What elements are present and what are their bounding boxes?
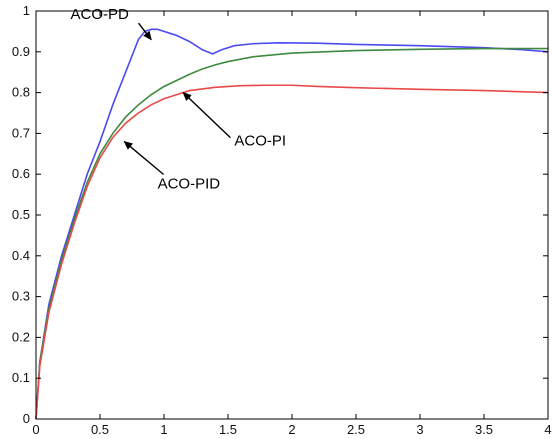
y-tick-label: 0.1 bbox=[12, 370, 30, 385]
y-tick-label: 0.9 bbox=[12, 44, 30, 59]
x-tick-label: 1.5 bbox=[219, 422, 237, 437]
x-tick-label: 3.5 bbox=[475, 422, 493, 437]
x-tick-label: 0.5 bbox=[91, 422, 109, 437]
annotation-label-aco-pd: ACO-PD bbox=[71, 6, 130, 23]
x-tick-label: 2 bbox=[288, 422, 295, 437]
annotation-arrow-aco-pid bbox=[123, 140, 165, 176]
y-tick-label: 0.7 bbox=[12, 125, 30, 140]
x-tick-label: 2.5 bbox=[347, 422, 365, 437]
annotation-label-aco-pi: ACO-PI bbox=[234, 133, 286, 150]
y-tick-label: 0 bbox=[23, 411, 30, 426]
y-tick-label: 0.6 bbox=[12, 166, 30, 181]
y-tick-label: 1 bbox=[23, 3, 30, 18]
x-tick-label: 0 bbox=[32, 422, 39, 437]
y-tick-label: 0.4 bbox=[12, 248, 30, 263]
x-tick-label: 3 bbox=[416, 422, 423, 437]
annotation-label-aco-pid: ACO-PID bbox=[158, 175, 221, 192]
annotation-arrow-aco-pi bbox=[182, 91, 231, 139]
y-tick-label: 0.2 bbox=[12, 329, 30, 344]
y-tick-label: 0.8 bbox=[12, 85, 30, 100]
series-line-aco-pid bbox=[35, 84, 549, 420]
y-tick-label: 0.3 bbox=[12, 289, 30, 304]
series-line-aco-pi bbox=[35, 47, 548, 420]
x-tick-label: 1 bbox=[160, 422, 167, 437]
x-tick-label: 4 bbox=[544, 422, 551, 437]
annotation-arrow-aco-pd bbox=[138, 22, 152, 41]
plot-area-border bbox=[35, 10, 549, 420]
y-tick-label: 0.5 bbox=[12, 207, 30, 222]
series-line-aco-pd bbox=[35, 28, 549, 420]
